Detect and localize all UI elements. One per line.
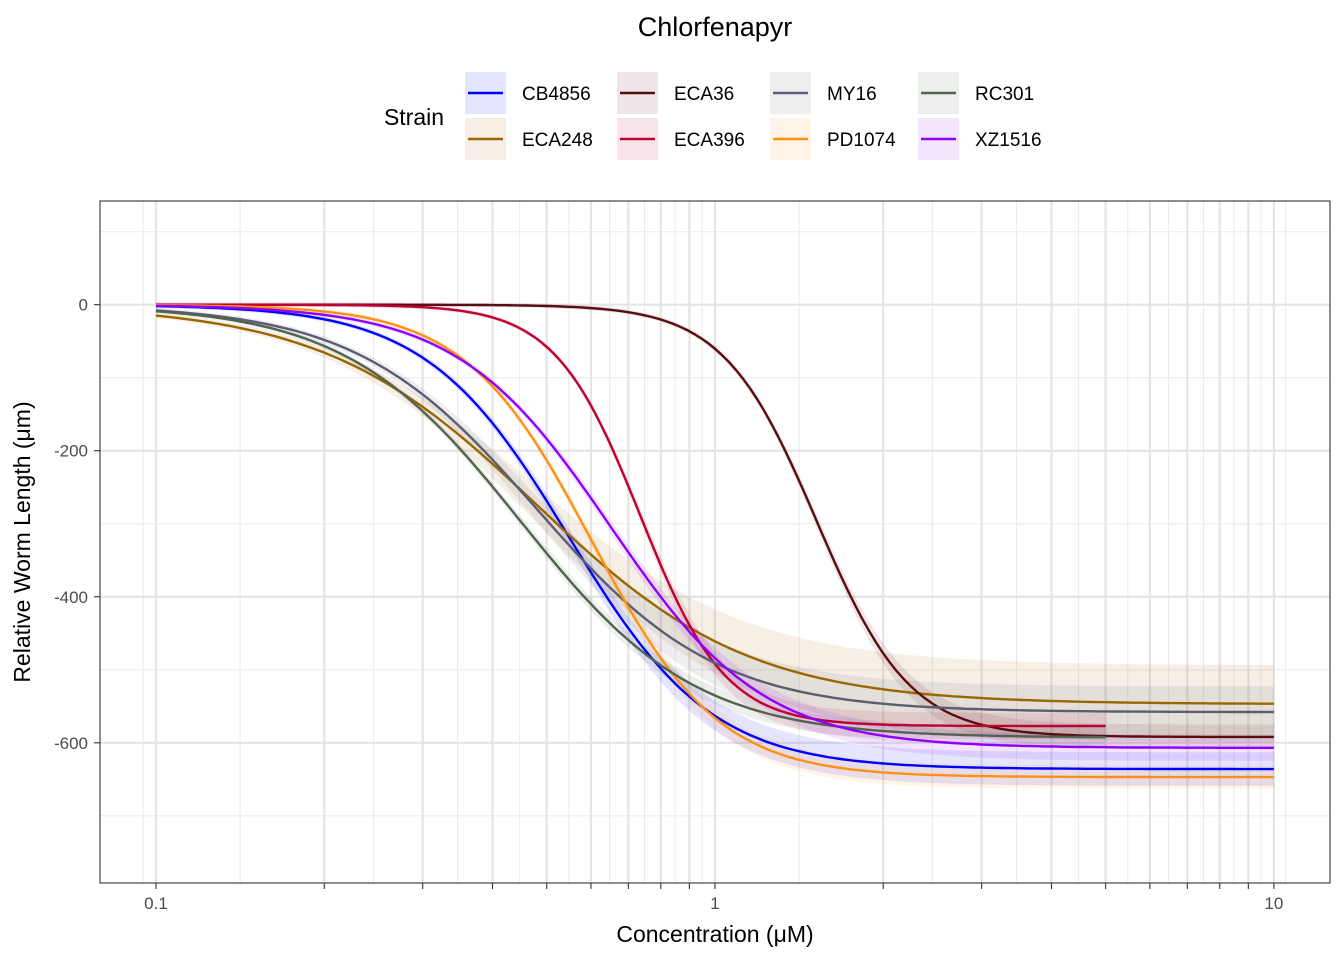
legend-label: MY16 xyxy=(827,84,877,105)
legend-label: PD1074 xyxy=(827,130,896,151)
legend-item-xz1516: XZ1516 xyxy=(918,118,1042,160)
chart-title: Chlorfenapyr xyxy=(638,12,793,42)
curve-cb4856 xyxy=(155,304,1274,771)
legend-item-eca36: ECA36 xyxy=(617,72,734,114)
legend-title: Strain xyxy=(384,104,444,130)
x-axis: 0.1 1 10 xyxy=(144,883,1283,913)
legend-item-eca248: ECA248 xyxy=(465,118,593,160)
curve-rc301 xyxy=(155,310,1106,739)
legend-item-rc301: RC301 xyxy=(918,72,1034,114)
legend-label: ECA248 xyxy=(522,130,593,151)
y-tick-label: -400 xyxy=(54,588,88,607)
legend-label: CB4856 xyxy=(522,84,591,105)
legend-item-pd1074: PD1074 xyxy=(770,118,896,160)
x-tick-label: 0.1 xyxy=(144,894,168,913)
plot-panel xyxy=(99,200,1331,884)
legend: Strain CB4856 ECA248 ECA36 ECA396 MY16 PD1074… xyxy=(384,72,1042,160)
legend-item-my16: MY16 xyxy=(770,72,877,114)
y-tick-label: -200 xyxy=(54,442,88,461)
x-tick-label: 10 xyxy=(1264,894,1283,913)
y-axis-title: Relative Worm Length (μm) xyxy=(9,401,35,682)
legend-item-cb4856: CB4856 xyxy=(465,72,591,114)
ribbon-eca248 xyxy=(156,312,1274,743)
curve-eca248 xyxy=(155,314,1274,705)
curves xyxy=(155,303,1274,779)
curve-pd1074 xyxy=(156,304,1274,779)
y-tick-label: 0 xyxy=(79,296,88,315)
y-tick-label: -600 xyxy=(54,734,88,753)
legend-label: ECA36 xyxy=(674,84,734,105)
legend-label: XZ1516 xyxy=(975,130,1042,151)
legend-label: RC301 xyxy=(975,84,1034,105)
legend-label: ECA396 xyxy=(674,130,745,151)
curve-my16 xyxy=(155,309,1274,714)
x-tick-label: 1 xyxy=(710,894,719,913)
confidence-ribbons xyxy=(156,302,1274,789)
y-axis: 0 -200 -400 -600 xyxy=(54,296,100,753)
curve-xz1516 xyxy=(155,304,1274,749)
legend-item-eca396: ECA396 xyxy=(617,118,745,160)
x-axis-title: Concentration (μM) xyxy=(616,921,813,947)
ribbon-my16 xyxy=(156,308,1274,738)
curve-eca396 xyxy=(156,303,1106,728)
